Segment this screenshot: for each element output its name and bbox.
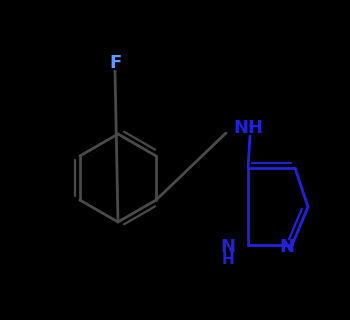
Text: N: N xyxy=(280,238,294,256)
Text: H: H xyxy=(222,252,235,268)
Text: F: F xyxy=(109,54,121,72)
Text: NH: NH xyxy=(233,119,263,137)
Text: N: N xyxy=(220,238,236,256)
